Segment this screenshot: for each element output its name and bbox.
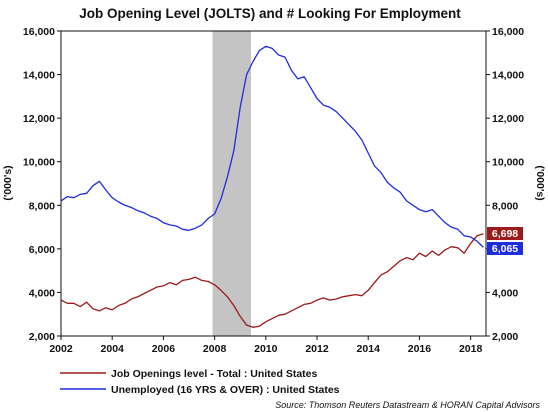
end-value-tag-unemployed bbox=[487, 242, 523, 255]
legend-label-job-openings: Job Openings level - Total : United Stat… bbox=[111, 368, 317, 380]
series-line-job-openings bbox=[60, 233, 484, 328]
series-group bbox=[60, 45, 484, 328]
end-value-tag-job-openings bbox=[487, 227, 523, 240]
recession-band bbox=[212, 31, 251, 336]
y-tick-label-left: 2,000 bbox=[29, 331, 55, 343]
y-tick-label-left: 16,000 bbox=[23, 26, 55, 38]
plot-frame bbox=[60, 30, 487, 337]
y-tick-label-right: 4,000 bbox=[492, 287, 518, 299]
y-tick-label-left: 14,000 bbox=[23, 70, 55, 82]
y-tick-label-left: 8,000 bbox=[29, 200, 55, 212]
x-tick-label: 2010 bbox=[254, 343, 278, 355]
y-tick-label-left: 12,000 bbox=[23, 113, 55, 125]
x-ticks: 2002 2004 2006 2008 2010 2012 2014 2016 2018 bbox=[49, 336, 482, 355]
y-tick-label-right: 12,000 bbox=[492, 113, 524, 125]
x-tick-label: 2014 bbox=[357, 343, 381, 355]
legend-label-unemployed: Unemployed (16 YRS & OVER) : United Stat… bbox=[111, 384, 340, 396]
y-axis-label-right: ('000's) bbox=[534, 165, 546, 200]
y-tick-label-right: 8,000 bbox=[492, 200, 518, 212]
y-tick-label-left: 10,000 bbox=[23, 157, 55, 169]
end-labels: 6,698 6,065 bbox=[487, 227, 523, 255]
x-tick-label: 2012 bbox=[305, 343, 329, 355]
legend: Job Openings level - Total : United Stat… bbox=[60, 368, 340, 396]
y-ticks-left: 2,000 4,000 6,000 8,000 10,000 12,000 14,000 16… bbox=[23, 26, 61, 343]
y-tick-label-left: 4,000 bbox=[29, 287, 55, 299]
y-axis-label-left: ('000's) bbox=[2, 165, 14, 200]
y-tick-label-right: 14,000 bbox=[492, 70, 524, 82]
x-tick-label: 2006 bbox=[152, 343, 176, 355]
source-note: Source: Thomson Reuters Datastream & HOR… bbox=[275, 400, 540, 410]
chart-title: Job Opening Level (JOLTS) and # Looking … bbox=[79, 6, 461, 21]
y-tick-label-left: 6,000 bbox=[29, 244, 55, 256]
y-tick-label-right: 2,000 bbox=[492, 331, 518, 343]
series-line-unemployed bbox=[60, 45, 484, 248]
y-tick-label-right: 10,000 bbox=[492, 157, 524, 169]
end-value-job-openings: 6,698 bbox=[492, 228, 518, 240]
y-ticks-right: 2,0004,0006,0008,00010,00012,00014,00016… bbox=[486, 26, 524, 343]
end-value-unemployed: 6,065 bbox=[492, 243, 518, 255]
x-tick-label: 2018 bbox=[459, 343, 483, 355]
x-tick-label: 2002 bbox=[49, 343, 73, 355]
x-tick-label: 2008 bbox=[203, 343, 227, 355]
x-tick-label: 2016 bbox=[408, 343, 432, 355]
x-tick-label: 2004 bbox=[101, 343, 125, 355]
y-tick-label-right: 16,000 bbox=[492, 26, 524, 38]
